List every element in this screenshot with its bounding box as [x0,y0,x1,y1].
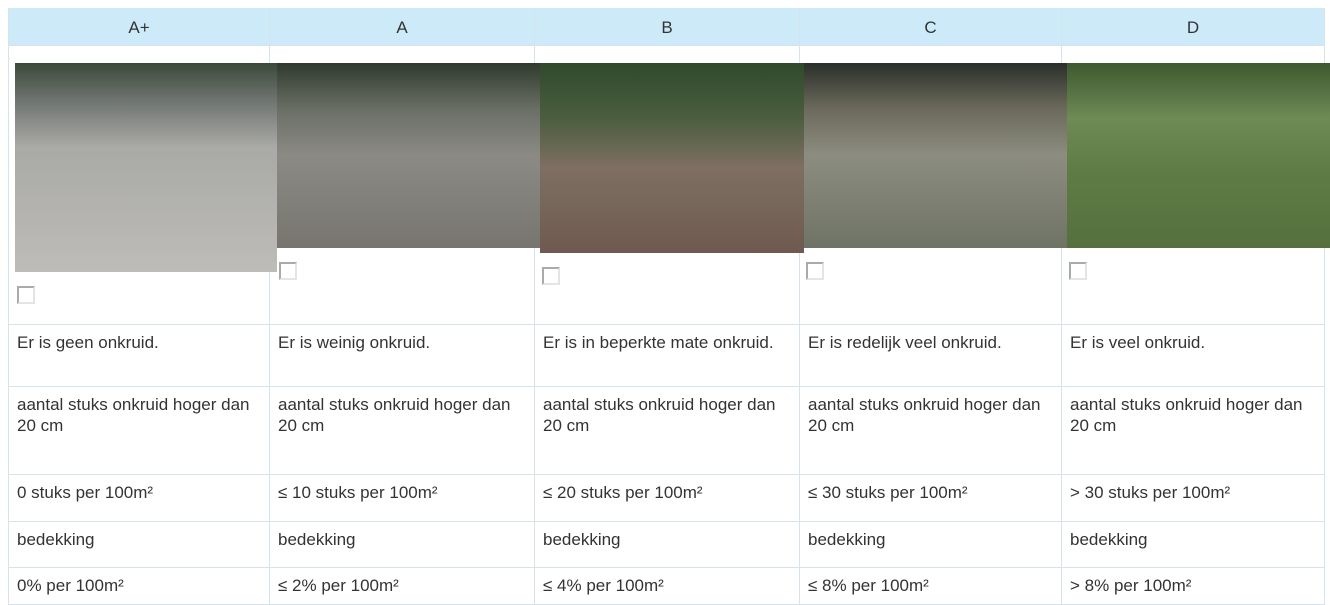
table-cell: ≤ 10 stuks per 100m² [270,475,535,522]
table-cell: Er is weinig onkruid. [270,325,535,387]
table-cell: aantal stuks onkruid hoger dan 20 cm [8,387,270,475]
table-cell: ≤ 20 stuks per 100m² [535,475,800,522]
table-cell: 0% per 100m² [8,568,270,605]
header-cell: B [535,8,800,46]
photo [804,63,1067,248]
checkbox[interactable] [1069,262,1087,280]
table-cell: Er is veel onkruid. [1062,325,1325,387]
table-cell: bedekking [800,522,1062,568]
table-cell: Er is in beperkte mate onkruid. [535,325,800,387]
table-cell: ≤ 4% per 100m² [535,568,800,605]
table-cell: > 8% per 100m² [1062,568,1325,605]
header-cell: C [800,8,1062,46]
table-cell: ≤ 8% per 100m² [800,568,1062,605]
header-cell: A+ [8,8,270,46]
table-cell: bedekking [535,522,800,568]
photo [15,63,277,272]
table-cell: > 30 stuks per 100m² [1062,475,1325,522]
table-cell: Er is geen onkruid. [8,325,270,387]
table-cell: bedekking [270,522,535,568]
table-cell: aantal stuks onkruid hoger dan 20 cm [800,387,1062,475]
table-cell: ≤ 30 stuks per 100m² [800,475,1062,522]
photo [277,63,540,248]
table-cell: bedekking [1062,522,1325,568]
table-cell: aantal stuks onkruid hoger dan 20 cm [535,387,800,475]
header-cell: D [1062,8,1325,46]
table-cell: 0 stuks per 100m² [8,475,270,522]
checkbox[interactable] [806,262,824,280]
photo [1067,63,1330,248]
table-cell: aantal stuks onkruid hoger dan 20 cm [1062,387,1325,475]
table-cell: bedekking [8,522,270,568]
checkbox[interactable] [542,267,560,285]
table-cell: aantal stuks onkruid hoger dan 20 cm [270,387,535,475]
table-cell: Er is redelijk veel onkruid. [800,325,1062,387]
table-cell: ≤ 2% per 100m² [270,568,535,605]
checkbox[interactable] [17,286,35,304]
checkbox[interactable] [279,262,297,280]
header-cell: A [270,8,535,46]
photo [540,63,804,253]
